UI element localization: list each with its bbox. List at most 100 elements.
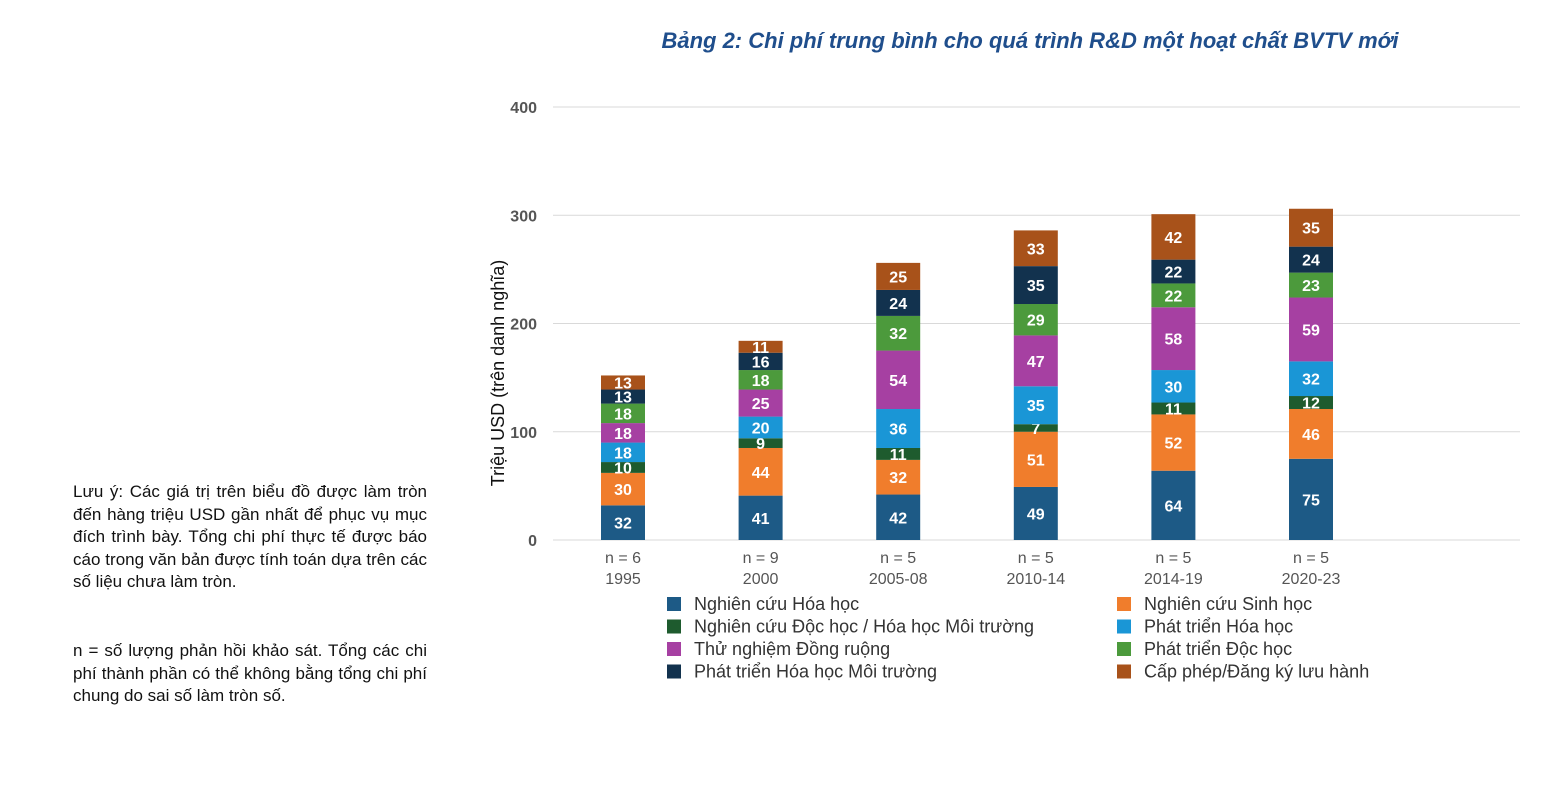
legend: Nghiên cứu Hóa học Nghiên cứu Sinh học Ngh… xyxy=(667,594,1369,682)
bar-segment xyxy=(601,462,645,473)
bar-segment xyxy=(738,370,783,390)
legend-label: Nghiên cứu Hóa học xyxy=(694,594,859,614)
bar-segment xyxy=(1289,361,1333,397)
data-label: 25 xyxy=(752,396,770,413)
bar-segment xyxy=(601,403,645,424)
bar-segment xyxy=(738,495,783,540)
y-tick-label: 200 xyxy=(510,317,537,334)
legend-item: Nghiên cứu Độc học / Hóa học Môi trường xyxy=(667,617,1034,637)
x-category-n: n = 6 xyxy=(605,550,641,567)
bar-segment xyxy=(876,262,921,290)
bar-segment xyxy=(876,350,921,410)
data-label: 33 xyxy=(1027,241,1045,258)
legend-item: Phát triển Hóa học Môi trường xyxy=(667,662,937,682)
data-label: 12 xyxy=(1302,396,1320,413)
rounding-note: Lưu ý: Các giá trị trên biểu đồ được làm… xyxy=(73,482,427,591)
data-label: 29 xyxy=(1027,313,1045,330)
bar-segment xyxy=(738,438,783,448)
bar-segment xyxy=(1289,396,1333,410)
bar-segment xyxy=(601,389,645,404)
data-label: 49 xyxy=(1027,506,1045,523)
data-label: 32 xyxy=(889,470,907,487)
bar-stack: 49 51 7 35 47 29 35 33 xyxy=(1013,230,1058,540)
bar-segment xyxy=(1289,208,1333,247)
data-label: 32 xyxy=(1302,372,1320,389)
data-label: 24 xyxy=(1302,253,1320,270)
data-label: 46 xyxy=(1302,427,1320,444)
legend-item: Phát triển Hóa học xyxy=(1117,617,1293,637)
sample-size-note: n = số lượng phản hồi khảo sát. Tổng các… xyxy=(73,641,427,705)
legend-swatch xyxy=(667,597,681,611)
data-label: 9 xyxy=(756,436,765,453)
bar-segment xyxy=(1151,283,1196,308)
legend-swatch xyxy=(667,619,681,634)
legend-item: Nghiên cứu Sinh học xyxy=(1117,594,1312,614)
bar-segment xyxy=(876,289,921,316)
bar-segment xyxy=(1013,424,1058,432)
bar-stack: 42 32 11 36 54 32 24 25 xyxy=(876,262,921,540)
data-label: 25 xyxy=(889,269,907,286)
data-label: 11 xyxy=(890,447,907,464)
bar-segment xyxy=(1013,386,1058,425)
bar-segment xyxy=(601,442,645,463)
bar-segment xyxy=(1013,486,1058,540)
legend-label: Nghiên cứu Sinh học xyxy=(1144,594,1312,614)
legend-swatch xyxy=(667,642,681,656)
legend-label: Phát triển Hóa học Môi trường xyxy=(694,662,937,682)
bar-segment xyxy=(1013,304,1058,336)
data-label: 51 xyxy=(1027,452,1045,469)
bar-segment xyxy=(876,409,921,448)
y-axis-label: Triệu USD (trên danh nghĩa) xyxy=(488,260,508,486)
data-label: 18 xyxy=(614,426,632,443)
bar-segment xyxy=(1151,402,1196,415)
legend-swatch xyxy=(1117,619,1131,634)
x-category-year: 1995 xyxy=(605,571,641,588)
bar-segment xyxy=(876,447,921,460)
data-label: 75 xyxy=(1302,492,1320,509)
bar-stack: 64 52 11 30 58 22 22 42 xyxy=(1151,214,1196,540)
chart-title: Bảng 2: Chi phí trung bình cho quá trình… xyxy=(661,28,1399,53)
bar-segment xyxy=(1151,470,1196,540)
data-label: 11 xyxy=(1165,401,1182,418)
legend-swatch xyxy=(1117,664,1131,679)
legend-item: Thử nghiệm Đồng ruộng xyxy=(667,639,890,659)
x-category-n: n = 5 xyxy=(880,550,916,567)
bars: 3230101818181313414492025181611423211365… xyxy=(601,208,1333,540)
y-tick-label: 100 xyxy=(510,425,537,442)
bar-segment xyxy=(1013,431,1058,487)
data-label: 35 xyxy=(1027,398,1045,415)
bar-segment xyxy=(1289,297,1333,362)
bar-segment xyxy=(1013,230,1058,267)
data-label: 64 xyxy=(1165,498,1183,515)
bar-segment xyxy=(601,423,645,443)
data-label: 24 xyxy=(889,296,907,313)
y-tick-label: 300 xyxy=(510,208,537,225)
legend-label: Nghiên cứu Độc học / Hóa học Môi trường xyxy=(694,617,1034,637)
bar-segment xyxy=(1151,370,1196,403)
data-label: 13 xyxy=(614,390,632,407)
data-label: 13 xyxy=(614,375,632,392)
bar-segment xyxy=(1289,272,1333,298)
legend-swatch xyxy=(667,664,681,679)
x-category-n: n = 5 xyxy=(1018,550,1054,567)
data-label: 41 xyxy=(752,511,770,528)
data-label: 47 xyxy=(1027,354,1045,371)
data-label: 36 xyxy=(889,422,907,439)
x-category-n: n = 9 xyxy=(743,550,779,567)
bar-segment xyxy=(1013,266,1058,305)
legend-label: Phát triển Hóa học xyxy=(1144,617,1293,637)
bar-segment xyxy=(1151,259,1196,284)
bar-segment xyxy=(876,315,921,351)
data-label: 23 xyxy=(1302,278,1320,295)
legend-item: Phát triển Độc học xyxy=(1117,639,1292,659)
data-label: 58 xyxy=(1165,332,1183,349)
bar-segment xyxy=(1289,458,1333,540)
data-label: 7 xyxy=(1031,421,1040,438)
data-label: 54 xyxy=(889,373,907,390)
data-label: 22 xyxy=(1165,265,1183,282)
x-category-year: 2014-19 xyxy=(1144,571,1203,588)
data-label: 35 xyxy=(1027,278,1045,295)
